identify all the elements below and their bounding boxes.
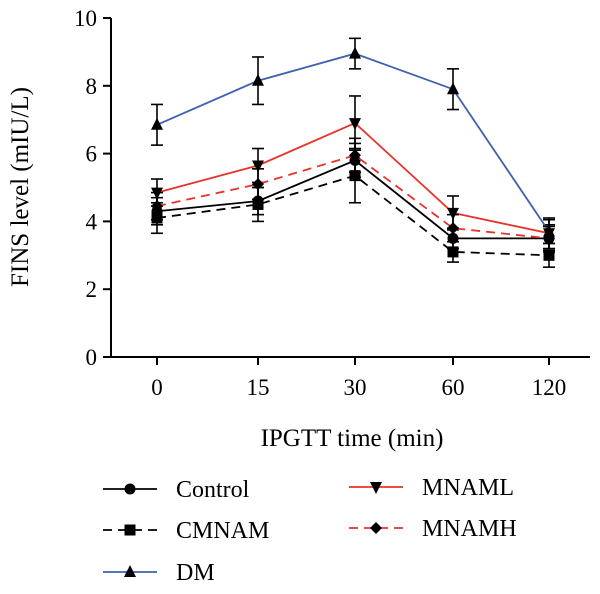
series-cmnam: [151, 147, 555, 268]
data-point-mnaml: [349, 118, 361, 131]
y-tick-label: 6: [86, 142, 98, 167]
legend-marker-mnamh: [370, 522, 382, 534]
data-point-cmnam: [349, 170, 361, 182]
series-control: [151, 142, 555, 253]
x-tick-label: 60: [442, 375, 465, 400]
data-point-mnamh: [151, 200, 163, 213]
x-tick-label: 30: [344, 375, 367, 400]
series-mnamh: [151, 137, 555, 252]
legend-item-mnaml: MNAML: [349, 475, 514, 501]
series-line-mnamh: [156, 154, 550, 240]
y-tick-label: 4: [86, 209, 98, 234]
data-point-mnamh: [349, 149, 361, 162]
legend-marker-cmnam: [124, 524, 136, 536]
data-point-mnamh: [543, 232, 555, 245]
legend-label-cmnam: CMNAM: [176, 518, 269, 544]
legend-marker-mnaml: [370, 482, 382, 494]
series-dm: [151, 37, 555, 245]
legend-label-mnamh: MNAMH: [422, 516, 517, 542]
legend-item-mnamh: MNAMH: [349, 516, 517, 542]
x-tick-label: 15: [247, 375, 270, 400]
y-tick-label: 0: [86, 345, 98, 370]
legend-label-dm: DM: [176, 560, 215, 586]
legend: Control CMNAM DM MNAML MNAMH: [103, 475, 517, 586]
legend-marker-dm: [124, 565, 136, 577]
x-tick-label: 120: [532, 375, 567, 400]
legend-label-control: Control: [176, 477, 250, 503]
y-tick-label: 8: [86, 74, 98, 99]
series-group: [151, 37, 555, 268]
data-point-dm: [447, 82, 459, 95]
axes: [110, 18, 590, 358]
series-line-cmnam: [156, 174, 550, 257]
x-ticks: 0 15 30 60 120: [151, 357, 566, 400]
y-tick-label: 10: [74, 6, 97, 31]
legend-item-control: Control: [103, 477, 250, 503]
data-point-dm: [151, 117, 163, 130]
data-point-cmnam: [252, 198, 264, 210]
data-point-cmnam: [543, 249, 555, 261]
y-tick-label: 2: [86, 277, 98, 302]
legend-label-mnaml: MNAML: [422, 475, 514, 501]
y-axis-title: FINS level (mIU/L): [7, 87, 34, 287]
legend-item-cmnam: CMNAM: [103, 518, 269, 544]
data-point-mnaml: [252, 160, 264, 173]
legend-item-dm: DM: [103, 560, 215, 586]
data-point-dm: [252, 73, 264, 86]
y-ticks: 0 2 4 6 8 10: [74, 6, 111, 370]
data-point-mnamh: [447, 222, 459, 235]
data-point-cmnam: [447, 246, 459, 258]
x-tick-label: 0: [151, 375, 163, 400]
data-point-dm: [349, 46, 361, 59]
data-point-mnamh: [252, 178, 264, 191]
legend-marker-control: [124, 483, 136, 495]
x-axis-title: IPGTT time (min): [261, 425, 444, 452]
